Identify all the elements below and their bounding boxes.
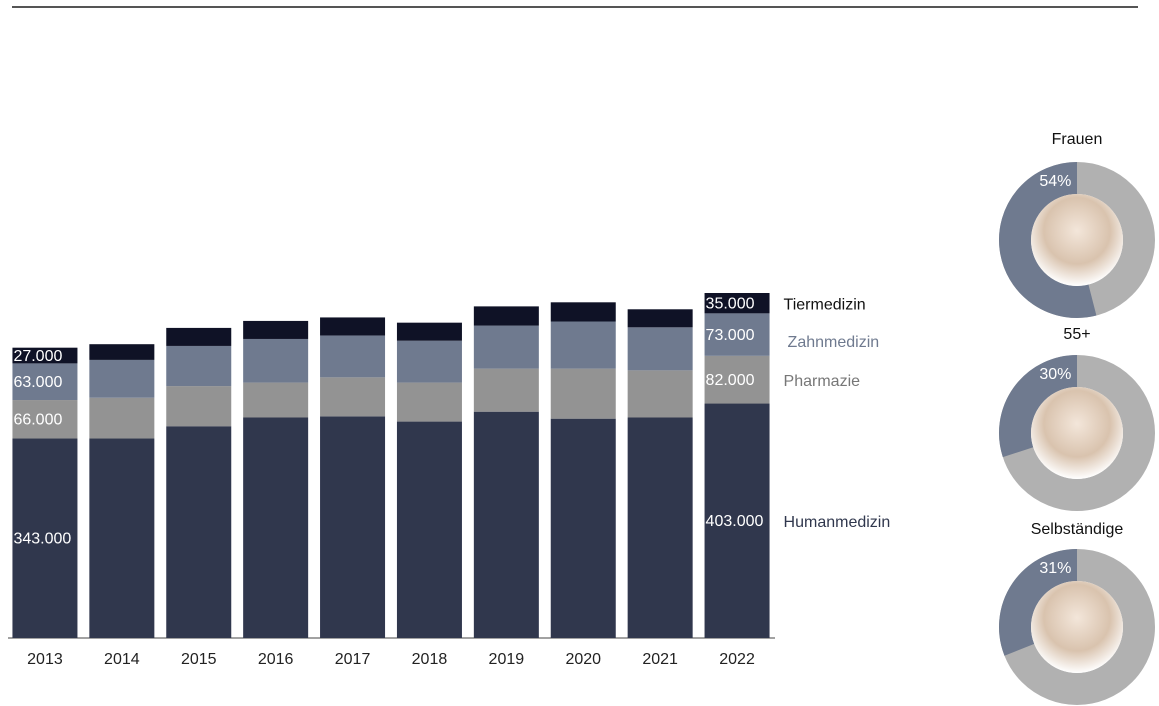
x-tick-label: 2014 — [104, 651, 140, 668]
value-label: 343.000 — [13, 530, 71, 547]
donut-arc — [999, 549, 1078, 656]
bar-segment — [89, 359, 155, 398]
bar-segment — [12, 363, 78, 401]
donut-arc — [999, 162, 1097, 318]
value-label: 403.000 — [706, 513, 764, 530]
donut-title: 55+ — [1063, 326, 1090, 343]
bar-segment — [243, 382, 309, 418]
bar-segment — [396, 322, 462, 341]
legend-label: Zahnmedizin — [788, 334, 880, 351]
x-tick-label: 2022 — [719, 651, 755, 668]
bar-segment — [396, 421, 462, 638]
bar-segment — [12, 347, 78, 364]
bar-segment — [550, 302, 616, 322]
bar-segment — [473, 306, 539, 326]
value-label: 35.000 — [706, 295, 755, 312]
donut-title: Frauen — [1052, 131, 1103, 148]
bar-segment — [704, 355, 770, 404]
x-tick-label: 2019 — [489, 651, 525, 668]
photo — [1031, 387, 1123, 479]
x-tick-label: 2018 — [412, 651, 448, 668]
x-tick-label: 2015 — [181, 651, 217, 668]
bar-segment — [550, 368, 616, 419]
value-label: 63.000 — [13, 374, 62, 391]
bar-segment — [704, 403, 770, 638]
value-label: 73.000 — [706, 327, 755, 344]
photo — [1031, 194, 1123, 286]
bar-segment — [243, 338, 309, 383]
bar-segment — [396, 382, 462, 422]
bar-segment — [320, 416, 386, 638]
x-tick-label: 2016 — [258, 651, 294, 668]
bar-segment — [627, 417, 693, 638]
bar-segment — [704, 293, 770, 314]
x-tick-label: 2020 — [565, 651, 601, 668]
legend-label: Tiermedizin — [784, 296, 866, 313]
bar-segment — [166, 327, 232, 346]
bar-segment — [243, 320, 309, 339]
x-tick-label: 2013 — [27, 651, 63, 668]
bar-segment — [243, 417, 309, 638]
bar-segment — [550, 321, 616, 369]
bar-segment — [627, 370, 693, 418]
bar-segment — [12, 438, 78, 638]
bar-segment — [396, 340, 462, 383]
bar-segment — [473, 411, 539, 638]
value-label: 66.000 — [13, 411, 62, 428]
bar-segment — [320, 317, 386, 336]
legend-label: Humanmedizin — [784, 514, 891, 531]
bar-segment — [704, 313, 770, 356]
bar-segment — [320, 335, 386, 378]
bar-segment — [166, 345, 232, 387]
bar-segment — [627, 327, 693, 371]
bar-segment — [320, 377, 386, 417]
value-label: 30% — [1039, 366, 1071, 383]
x-tick-label: 2021 — [642, 651, 678, 668]
value-label: 82.000 — [706, 372, 755, 389]
x-tick-label: 2017 — [335, 651, 371, 668]
donut-title: Selbständige — [1031, 521, 1124, 538]
bar-segment — [12, 400, 78, 439]
bar-segment — [166, 426, 232, 638]
value-label: 27.000 — [13, 348, 62, 365]
legend-label: Pharmazie — [784, 373, 861, 390]
bar-segment — [166, 386, 232, 427]
bar-segment — [89, 438, 155, 638]
bar-segment — [89, 344, 155, 360]
bar-segment — [627, 309, 693, 328]
value-label: 31% — [1039, 560, 1071, 577]
donut-arc — [999, 355, 1078, 458]
bar-segment — [89, 397, 155, 439]
photo — [1031, 581, 1123, 673]
bar-segment — [473, 325, 539, 369]
bar-segment — [473, 368, 539, 412]
value-label: 54% — [1039, 173, 1071, 190]
bar-segment — [550, 418, 616, 638]
